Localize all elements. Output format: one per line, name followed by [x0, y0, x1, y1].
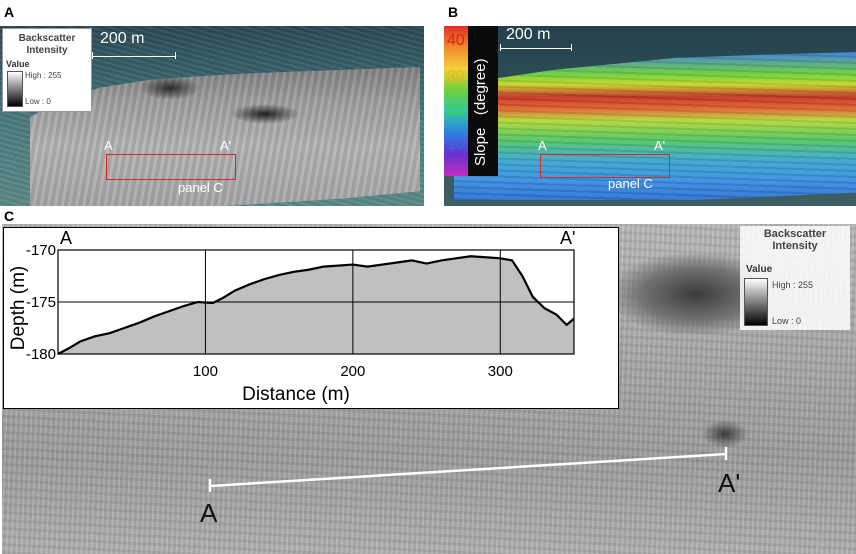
profile-line	[57, 255, 575, 355]
slope-mosaic	[454, 52, 856, 200]
panel-letter-a: A	[4, 4, 15, 20]
colorbar-tick: 10	[447, 136, 465, 153]
colorbar-tick: 40	[447, 32, 465, 49]
x-tick-label: 200	[340, 363, 365, 380]
profile-end-label: A'	[220, 138, 232, 153]
mosaic-streaks	[30, 66, 420, 206]
profile-end-label: A'	[654, 138, 666, 153]
backscatter-mosaic	[30, 66, 420, 206]
backscatter-legend: Backscatter Intensity Value High : 255 L…	[740, 226, 850, 330]
colorbar-ticks: 40 30 20 10	[446, 32, 468, 182]
profile-start-label: A	[60, 228, 72, 248]
scale-bar	[500, 44, 572, 51]
slope-colorbar	[444, 26, 468, 176]
backscatter-map-a: 200 m Backscatter Intensity Value High :…	[0, 26, 424, 206]
dark-feature	[702, 420, 748, 448]
legend-value-heading: Value	[746, 264, 773, 275]
legend-value-heading: Value	[6, 59, 30, 69]
y-axis-label: Depth (m)	[8, 266, 29, 350]
scale-bar	[92, 52, 176, 59]
depth-profile-inset: 100 200 300 -170 -175 -180 Distance (m) Depth (…	[3, 227, 619, 409]
colorbar-label: Slope (degree)	[472, 58, 489, 166]
profile-start-label: A	[538, 138, 547, 153]
legend-low: Low : 0	[772, 316, 802, 326]
scale-bar-label: 200 m	[506, 26, 551, 43]
y-tick-label: -175	[26, 294, 56, 311]
panel-c-box-label: panel C	[608, 176, 653, 191]
backscatter-legend: Backscatter Intensity Value High : 255 L…	[2, 28, 92, 112]
transect-path	[209, 452, 727, 488]
panel-c-extent-box	[106, 154, 236, 180]
transect-start-label: A	[200, 498, 218, 528]
dark-feature	[140, 76, 200, 100]
profile-area	[58, 256, 574, 354]
x-tick-label: 300	[488, 363, 513, 380]
grayscale-ramp	[744, 278, 768, 326]
panel-letter-b: B	[448, 4, 459, 20]
transect-line	[208, 447, 728, 492]
legend-title: Backscatter Intensity	[18, 33, 76, 56]
transect-end-label: A'	[718, 468, 741, 498]
grayscale-ramp	[7, 71, 23, 107]
panel-letter-c: C	[4, 208, 15, 224]
depth-profile-chart: 100 200 300 -170 -175 -180 Distance (m) Depth (…	[8, 228, 575, 405]
y-tick-label: -170	[26, 242, 56, 259]
slope-streaks	[454, 52, 856, 200]
x-tick-label: 100	[193, 363, 218, 380]
slope-map-b: 40 30 20 10 Slope (degree) 200 m A A' pa…	[444, 26, 856, 206]
colorbar-tick: 30	[447, 68, 465, 85]
scale-bar-label: 200 m	[100, 30, 145, 47]
colorbar-label-background	[468, 26, 498, 176]
panel-c-box-label: panel C	[178, 180, 223, 195]
legend-title: Backscatter Intensity	[763, 228, 827, 252]
plot-frame	[57, 249, 575, 355]
legend-high: High : 255	[772, 280, 814, 290]
legend-high: High : 255	[25, 71, 62, 80]
x-axis-label: Distance (m)	[242, 384, 350, 405]
profile-start-label: A	[104, 138, 113, 153]
profile-end-label: A'	[560, 228, 575, 248]
panel-c-extent-box	[540, 154, 670, 178]
colorbar-tick: 20	[447, 102, 465, 119]
y-tick-label: -180	[26, 346, 56, 363]
dark-feature	[230, 104, 300, 124]
legend-low: Low : 0	[25, 97, 51, 106]
dark-feature	[612, 254, 752, 334]
